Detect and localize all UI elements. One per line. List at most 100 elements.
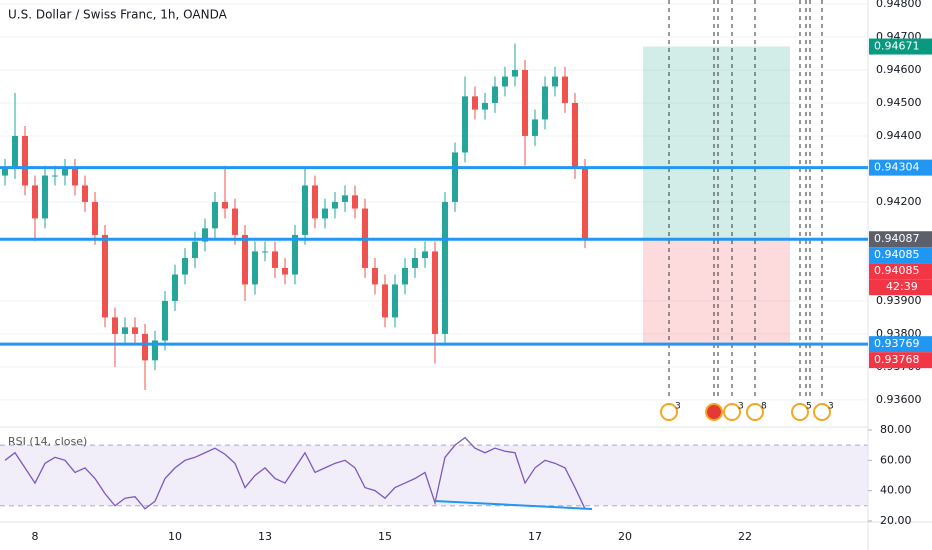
rsi-trendline: [434, 500, 593, 510]
candle-body: [472, 96, 478, 110]
candle-body: [392, 284, 398, 318]
candle-body: [342, 195, 348, 202]
price-badge-label: 0.94085: [874, 264, 920, 277]
event-count: 5: [806, 402, 812, 412]
x-tick-label: 22: [738, 530, 752, 543]
price-badge: [869, 263, 932, 280]
price-badge-label: 0.94085: [874, 248, 920, 261]
candle-body: [162, 300, 168, 341]
x-tick-label: 15: [378, 530, 392, 543]
candle-body: [242, 234, 248, 285]
event-icon: [813, 403, 831, 421]
candle-body: [352, 195, 358, 209]
candle-body: [402, 267, 408, 285]
candle-body: [372, 267, 378, 285]
chart-title: U.S. Dollar / Swiss Franc, 1h, OANDA: [8, 8, 228, 22]
candle-body: [2, 168, 8, 176]
y-tick-label: 0.94800: [876, 0, 922, 10]
candle-body: [332, 201, 338, 209]
candle-body: [412, 258, 418, 268]
candle-body: [12, 135, 18, 169]
candle-body: [542, 86, 548, 120]
position-profit: [643, 46, 790, 240]
y-tick-label: 0.94400: [876, 129, 922, 142]
candle-body: [572, 102, 578, 169]
candle-body: [202, 228, 208, 242]
candle-body: [512, 69, 518, 77]
candle-body: [522, 69, 528, 136]
position-loss: [643, 239, 790, 345]
candle-body: [142, 333, 148, 361]
y-tick-label: 40.00: [880, 484, 912, 497]
event-icon: [705, 403, 723, 421]
candle-body: [172, 274, 178, 301]
candle-body: [252, 251, 258, 285]
candle-body: [222, 201, 228, 209]
price-badge: [869, 352, 932, 369]
candle-body: [152, 340, 158, 361]
candle-body: [192, 241, 198, 259]
candle-body: [232, 208, 238, 235]
y-tick-label: 60.00: [880, 453, 912, 466]
event-count: 3: [675, 402, 681, 412]
x-tick-label: 20: [618, 530, 632, 543]
event-count: 3: [738, 402, 744, 412]
event-count: 8: [761, 402, 767, 412]
candle-body: [422, 251, 428, 259]
event-lines: [668, 0, 823, 400]
event-icon: [791, 403, 809, 421]
candle-body: [132, 327, 138, 334]
candle-body: [292, 234, 298, 275]
y-tick-label: 0.94600: [876, 63, 922, 76]
candle-body: [312, 185, 318, 219]
candle-body: [432, 251, 438, 334]
x-tick-label: 10: [168, 530, 182, 543]
candle-body: [482, 102, 488, 110]
price-badge: [869, 247, 932, 264]
candle-body: [72, 168, 78, 186]
candle-body: [562, 76, 568, 103]
price-badge-label: 0.94304: [874, 161, 920, 174]
x-tick-label: 13: [258, 530, 272, 543]
y-tick-label: 0.94500: [876, 96, 922, 109]
candle-body: [112, 317, 118, 334]
x-tick-label: 17: [528, 530, 542, 543]
price-badge-label: 0.93768: [874, 353, 920, 366]
price-badge: [869, 231, 932, 248]
candle-body: [272, 251, 278, 268]
candle-body: [102, 234, 108, 318]
event-count: 3: [828, 402, 834, 412]
y-tick-label: 0.94200: [876, 195, 922, 208]
y-tick-label: 80.00: [880, 423, 912, 436]
candle-body: [122, 327, 128, 334]
price-badge: [869, 159, 932, 176]
candle-body: [442, 201, 448, 334]
candle-body: [282, 267, 288, 275]
rsi-title: RSI (14, close): [8, 435, 87, 448]
candle-body: [302, 185, 308, 235]
price-badge-label: 0.94671: [874, 40, 920, 53]
rsi-line: [4, 436, 586, 510]
price-badge: [869, 336, 932, 353]
candle-body: [52, 175, 58, 177]
price-badge: [869, 38, 932, 55]
candle-body: [552, 76, 558, 87]
candle-body: [322, 208, 328, 219]
y-tick-label: 0.93600: [876, 393, 922, 406]
candle-body: [382, 284, 388, 318]
candle-body: [502, 76, 508, 87]
countdown-badge: [869, 279, 932, 296]
candle-body: [212, 201, 218, 229]
candle-body: [532, 119, 538, 136]
x-tick-label: 8: [32, 530, 39, 543]
candle-body: [262, 251, 268, 253]
y-tick-label: 0.93900: [876, 294, 922, 307]
candle-body: [462, 96, 468, 153]
price-badge-label: 0.94087: [874, 232, 920, 245]
candle-body: [492, 86, 498, 103]
event-icon: [660, 403, 678, 421]
event-icon: [746, 403, 764, 421]
